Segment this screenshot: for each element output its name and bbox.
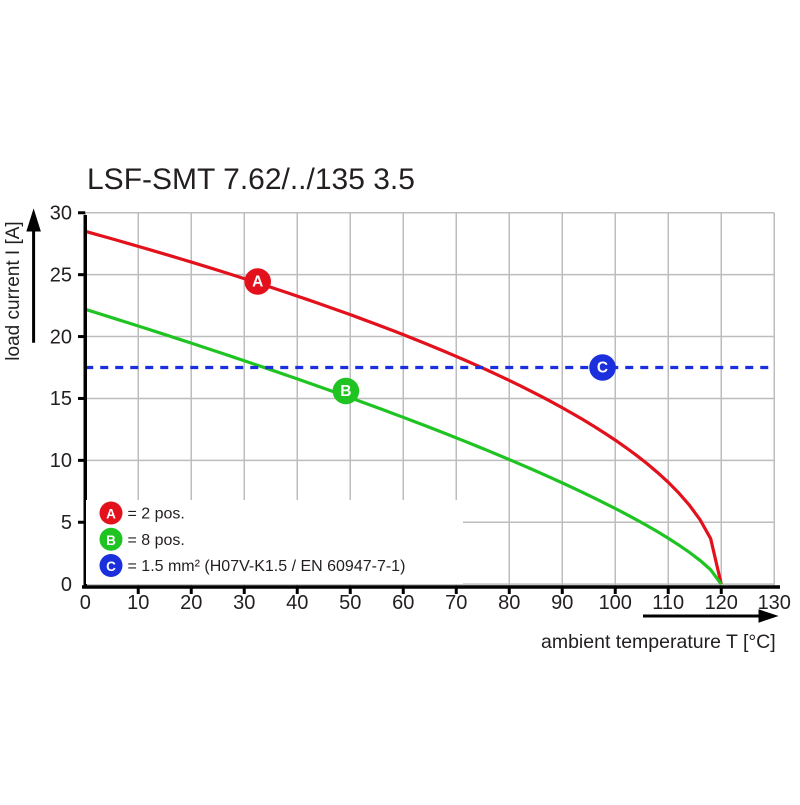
svg-text:20: 20 xyxy=(50,326,72,348)
svg-text:C: C xyxy=(597,360,608,377)
svg-text:30: 30 xyxy=(233,592,255,614)
svg-text:0: 0 xyxy=(61,574,72,596)
svg-text:5: 5 xyxy=(61,512,72,534)
svg-text:C: C xyxy=(106,559,116,574)
svg-text:120: 120 xyxy=(705,592,738,614)
svg-text:load current I [A]: load current I [A] xyxy=(3,221,24,360)
svg-text:= 1.5 mm² (H07V-K1.5 / EN 6094: = 1.5 mm² (H07V-K1.5 / EN 60947-7-1) xyxy=(128,558,406,575)
svg-text:70: 70 xyxy=(445,592,467,614)
svg-text:30: 30 xyxy=(50,203,72,225)
svg-text:60: 60 xyxy=(392,592,414,614)
svg-text:20: 20 xyxy=(180,592,202,614)
svg-text:A: A xyxy=(252,274,263,291)
svg-text:100: 100 xyxy=(599,592,632,614)
svg-text:25: 25 xyxy=(50,264,72,286)
svg-text:= 2 pos.: = 2 pos. xyxy=(128,506,185,523)
svg-text:B: B xyxy=(106,533,116,548)
svg-text:40: 40 xyxy=(286,592,308,614)
svg-text:10: 10 xyxy=(127,592,149,614)
svg-text:10: 10 xyxy=(50,450,72,472)
svg-text:= 8 pos.: = 8 pos. xyxy=(128,532,185,549)
svg-text:B: B xyxy=(340,383,351,400)
svg-text:110: 110 xyxy=(652,592,684,614)
svg-text:15: 15 xyxy=(50,388,72,410)
svg-text:80: 80 xyxy=(498,592,520,614)
svg-text:A: A xyxy=(106,507,116,522)
svg-text:90: 90 xyxy=(551,592,573,614)
svg-text:0: 0 xyxy=(80,592,91,614)
svg-text:50: 50 xyxy=(339,592,361,614)
